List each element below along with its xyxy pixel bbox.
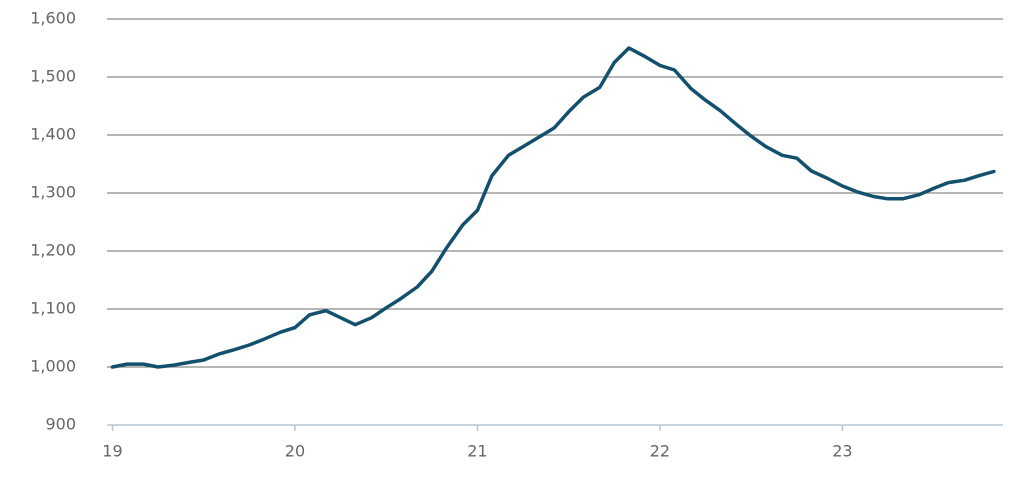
y-tick-label: 1,000 — [30, 357, 76, 376]
y-tick-label: 1,500 — [30, 67, 76, 86]
y-tick-label: 1,300 — [30, 183, 76, 202]
data-line — [110, 46, 996, 369]
x-tick-label: 20 — [285, 442, 305, 461]
x-tick-label: 22 — [650, 442, 670, 461]
y-tick-label: 1,400 — [30, 125, 76, 144]
y-tick-label: 1,600 — [30, 9, 76, 28]
y-tick-label: 900 — [45, 415, 76, 434]
x-tick-label: 21 — [467, 442, 487, 461]
y-tick-label: 1,100 — [30, 299, 76, 318]
x-tick-label: 23 — [832, 442, 852, 461]
x-tick-label: 19 — [102, 442, 122, 461]
y-tick-label: 1,200 — [30, 241, 76, 260]
